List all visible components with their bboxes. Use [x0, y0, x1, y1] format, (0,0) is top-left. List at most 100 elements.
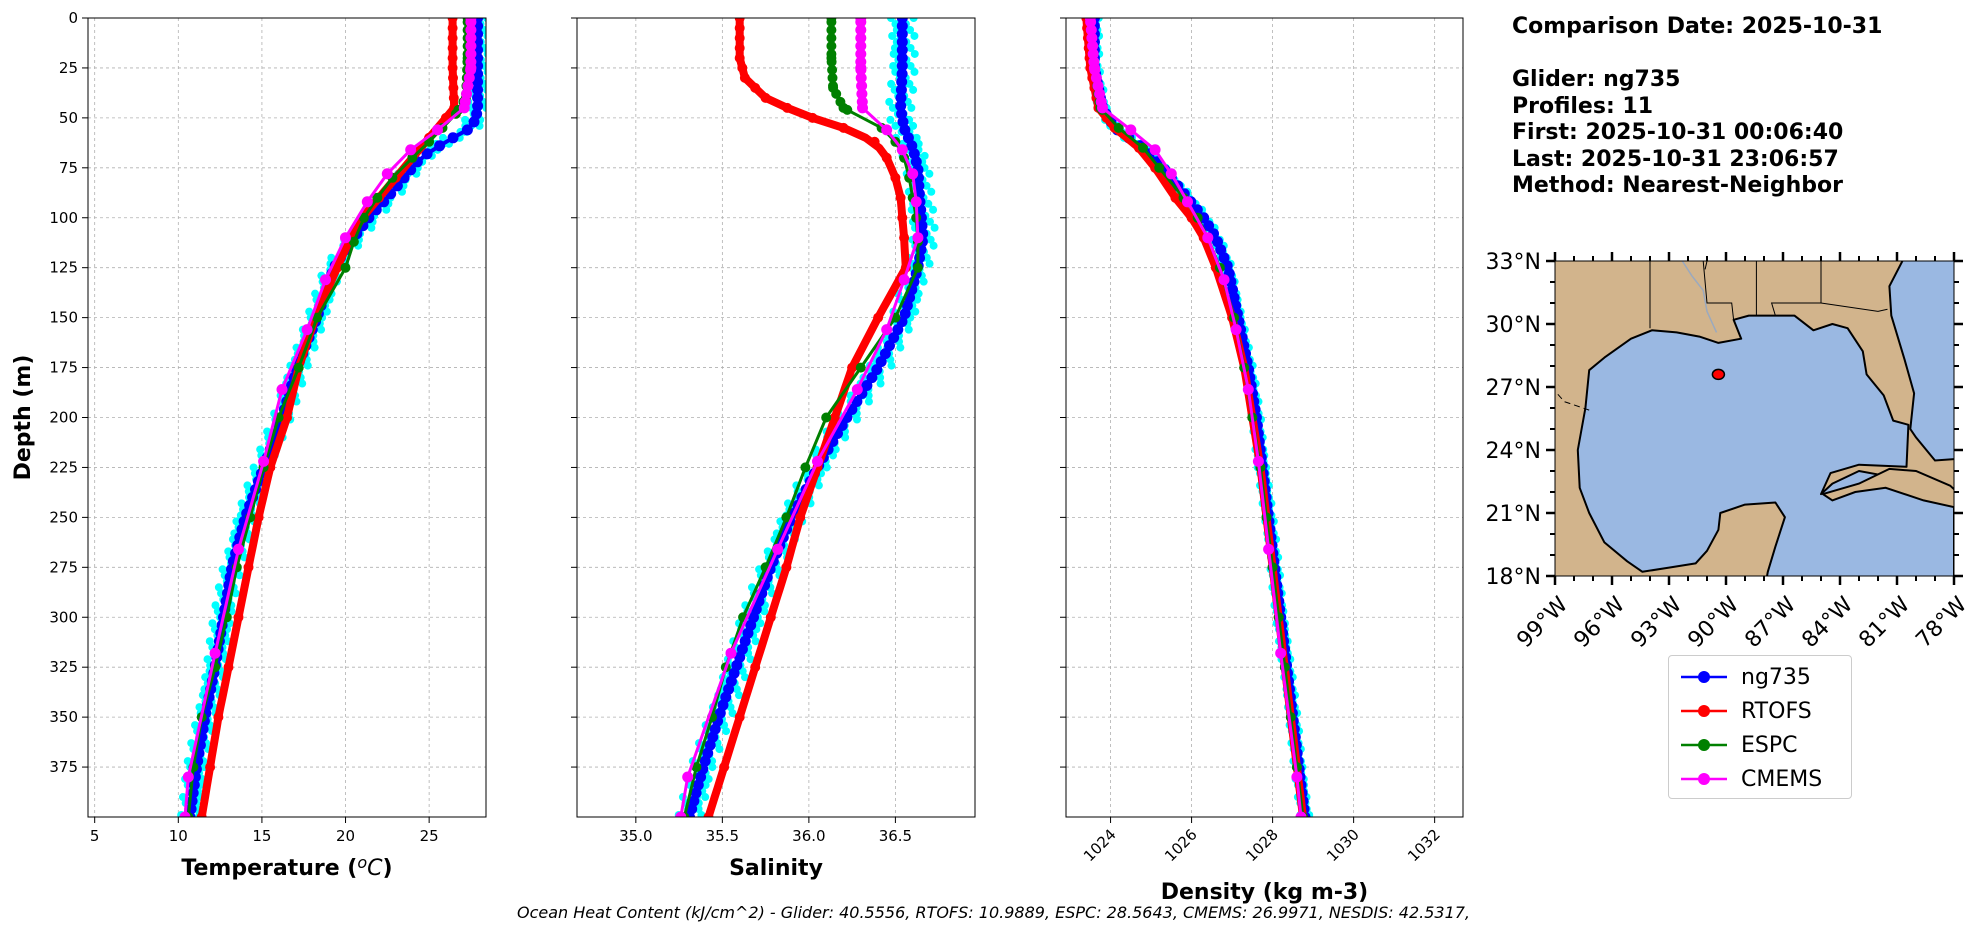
y-tick-label: 225: [49, 458, 78, 476]
data-point: [1263, 543, 1275, 555]
data-point: [205, 762, 216, 773]
data-point: [896, 144, 908, 156]
glider-raw-point: [910, 49, 919, 58]
glider-raw-point: [887, 79, 896, 88]
temperature-profile-chart: 5 10 15 20 250255075100125150175200225250275…: [11, 9, 487, 881]
data-point: [434, 140, 446, 152]
glider-raw-point: [701, 793, 710, 802]
y-tick-label: 175: [49, 359, 78, 377]
data-point: [807, 112, 818, 123]
data-point: [855, 56, 867, 68]
glider-raw-point: [298, 379, 307, 388]
data-point: [895, 84, 907, 96]
data-point: [421, 148, 433, 160]
y-tick-label: 0: [68, 9, 78, 27]
glider-raw-point: [701, 781, 710, 790]
data-point: [447, 33, 458, 43]
glider-raw-point: [919, 277, 928, 286]
data-point: [734, 33, 745, 43]
data-point: [1086, 32, 1098, 44]
data-point: [448, 82, 459, 93]
data-point: [765, 612, 776, 623]
y-tick-label: 150: [49, 309, 78, 327]
data-point: [282, 412, 292, 423]
legend-marker-rtofs: [1681, 705, 1727, 717]
glider-raw-point: [367, 223, 376, 232]
data-point: [447, 43, 458, 53]
glider-raw-point: [891, 121, 900, 130]
data-point: [407, 152, 418, 163]
data-point: [739, 72, 750, 83]
comparison-date: Comparison Date: 2025-10-31: [1512, 14, 1883, 39]
glider-raw-point: [734, 691, 743, 700]
data-point: [1170, 192, 1181, 203]
river: [1681, 261, 1718, 333]
legend-marker-espc: [1681, 739, 1727, 751]
glider-raw-point: [483, 32, 486, 40]
data-point: [896, 20, 908, 32]
data-point: [1095, 96, 1107, 108]
last-time: Last: 2025-10-31 23:06:57: [1512, 146, 1839, 172]
data-point: [847, 362, 858, 373]
data-point: [890, 172, 901, 183]
glider-raw-point: [483, 68, 486, 76]
data-point: [465, 56, 477, 68]
data-point: [213, 712, 224, 723]
data-point: [895, 192, 906, 203]
glider-raw-point: [205, 637, 214, 646]
legend-marker-ng735: [1681, 671, 1727, 683]
data-point: [258, 455, 270, 467]
x-tick-label: 1024: [1080, 825, 1120, 865]
data-point: [1202, 232, 1214, 244]
series-rtofs: [703, 18, 911, 817]
x-tick-label: 1032: [1404, 825, 1444, 865]
data-point: [682, 771, 694, 783]
x-tick-label: 35.5: [706, 827, 739, 845]
data-point: [897, 212, 908, 223]
data-point: [182, 771, 194, 783]
data-point: [827, 64, 838, 75]
map-lat-label: 33°N: [1486, 250, 1541, 275]
glider-raw-point: [929, 241, 938, 250]
y-tick-label: 250: [49, 508, 78, 526]
data-point: [781, 512, 792, 523]
data-point: [1085, 24, 1097, 36]
plot-area: [177, 18, 486, 817]
first-time: First: 2025-10-31 00:06:40: [1512, 120, 1844, 145]
data-point: [856, 88, 868, 100]
data-point: [1088, 56, 1100, 68]
glider-raw-point: [746, 655, 755, 664]
data-point: [1087, 48, 1099, 60]
data-point: [737, 62, 748, 73]
data-point: [826, 56, 837, 67]
glider-raw-point: [311, 289, 320, 298]
data-point: [842, 104, 853, 115]
glider-raw-point: [920, 151, 929, 160]
data-point: [826, 18, 837, 27]
data-point: [855, 24, 867, 36]
data-point: [1203, 220, 1215, 232]
x-axis-label: Salinity: [729, 856, 823, 881]
data-point: [472, 76, 484, 88]
method: Method: Nearest-Neighbor: [1512, 173, 1843, 198]
data-point: [851, 396, 863, 407]
data-point: [800, 462, 811, 473]
glider-raw-point: [906, 61, 915, 70]
data-point: [320, 274, 331, 286]
data-point: [869, 136, 880, 147]
glider-raw-point: [483, 50, 486, 58]
glider-raw-point: [483, 86, 486, 94]
data-point: [856, 96, 868, 108]
glider-raw-point: [751, 637, 760, 646]
salinity-profile-chart: 35.0 35.5 36.0 36.5 Salinity: [571, 17, 976, 881]
glider-raw-point: [704, 775, 713, 784]
data-point: [826, 49, 837, 59]
glider-raw-point: [303, 361, 312, 370]
glider-raw-point: [909, 85, 918, 94]
data-point: [465, 32, 477, 44]
data-point: [253, 512, 264, 523]
data-point: [855, 40, 867, 52]
map-lon-label: 99°W: [1512, 592, 1573, 653]
glider-raw-point: [183, 757, 192, 766]
data-point: [233, 543, 244, 555]
